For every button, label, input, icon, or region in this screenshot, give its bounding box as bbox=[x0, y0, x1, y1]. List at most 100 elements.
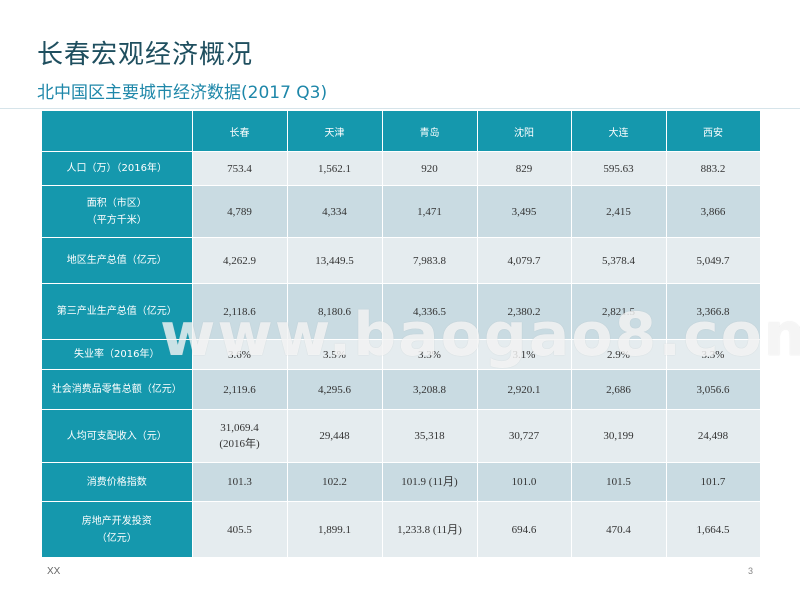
cell-value-line: 1,233.8 (11月) bbox=[397, 523, 462, 536]
table-cell: 2,821.5 bbox=[571, 283, 667, 340]
column-header-city: 长春 bbox=[192, 111, 288, 152]
table-cell: 405.5 bbox=[192, 501, 288, 558]
cell-value-line: 694.6 bbox=[511, 523, 537, 536]
table-cell: 2,119.6 bbox=[192, 369, 288, 410]
row-label-line: 社会消费品零售总额（亿元） bbox=[51, 384, 182, 395]
table-cell: 3,495 bbox=[477, 185, 572, 238]
row-label-line: 面积（市区） bbox=[86, 197, 147, 209]
table-cell: 8,180.6 bbox=[287, 283, 383, 340]
table-cell: 3,208.8 bbox=[382, 369, 478, 410]
cell-value-line: 3,056.6 bbox=[696, 383, 730, 396]
cell-value-line: 2,920.1 bbox=[507, 383, 541, 396]
cell-value-line: 29,448 bbox=[319, 430, 350, 442]
cell-value-line: 470.4 bbox=[606, 523, 631, 536]
cell-value-line: 2.9% bbox=[607, 348, 630, 361]
table-cell: 102.2 bbox=[287, 462, 383, 502]
cell-value-line: 1,664.5 bbox=[696, 523, 730, 536]
row-label-line: 人均可支配收入（元） bbox=[66, 430, 167, 442]
row-label: 消费价格指数 bbox=[42, 462, 193, 502]
table-cell: 753.4 bbox=[192, 151, 288, 186]
footer-label: XX bbox=[47, 566, 61, 577]
row-label: 面积（市区） （平方千米） bbox=[42, 185, 193, 238]
cell-value-line: 405.5 bbox=[227, 523, 252, 536]
table-header-row: 长春 天津 青岛 沈阳 大连 西安 bbox=[42, 111, 761, 152]
page-title: 长春宏观经济概况 bbox=[37, 40, 254, 70]
table-cell: 101.5 bbox=[571, 462, 667, 502]
cell-value-line: 1,471 bbox=[417, 205, 442, 218]
row-label-line: （亿元） bbox=[96, 532, 137, 544]
table-cell: 31,069.4 (2016年) bbox=[192, 409, 288, 463]
table-row: 失业率（2016年） 3.6% 3.5% 3.3% 3.1% 2.9% 3.3% bbox=[42, 339, 761, 370]
cell-value-line: 2,821.5 bbox=[602, 305, 635, 318]
cell-value-line: 4,789 bbox=[227, 205, 252, 218]
cell-value-line: 8,180.6 bbox=[318, 305, 351, 318]
page-subtitle: 北中国区主要城市经济数据(2017 Q3) bbox=[37, 83, 328, 103]
cell-value-line: 3.6% bbox=[228, 348, 251, 361]
cell-value-line: 3,866 bbox=[700, 205, 726, 218]
table-corner-cell bbox=[42, 111, 193, 152]
table-cell: 2.9% bbox=[571, 339, 667, 370]
column-header-city: 大连 bbox=[571, 111, 667, 152]
table-cell: 694.6 bbox=[477, 501, 572, 558]
table-cell: 101.9 (11月) bbox=[382, 462, 478, 502]
table-cell: 1,471 bbox=[382, 185, 478, 238]
cell-value-line: 101.0 bbox=[511, 476, 537, 488]
table-cell: 1,233.8 (11月) bbox=[382, 501, 478, 558]
table-cell: 3,366.8 bbox=[666, 283, 761, 340]
row-label: 失业率（2016年） bbox=[42, 339, 193, 370]
table-cell: 101.3 bbox=[192, 462, 288, 502]
table-cell: 829 bbox=[477, 151, 572, 186]
cell-value-line: 5,378.4 bbox=[602, 254, 635, 267]
table-cell: 5,049.7 bbox=[666, 237, 761, 284]
table-cell: 3.6% bbox=[192, 339, 288, 370]
cell-value-line: 3,495 bbox=[511, 205, 537, 218]
cell-value-line: 3.3% bbox=[701, 348, 725, 361]
cell-value-line: 102.2 bbox=[322, 476, 347, 488]
cell-value-line: 3,208.8 bbox=[413, 383, 446, 396]
table-cell: 1,899.1 bbox=[287, 501, 383, 558]
table-cell: 4,334 bbox=[287, 185, 383, 238]
table-cell: 5,378.4 bbox=[571, 237, 667, 284]
table-cell: 3.1% bbox=[477, 339, 572, 370]
table-cell: 2,686 bbox=[571, 369, 667, 410]
title-divider bbox=[0, 108, 800, 109]
table-row: 面积（市区） （平方千米） 4,789 4,334 1,471 3,495 2,415 3,8… bbox=[42, 185, 761, 238]
row-label: 人口（万）（2016年） bbox=[42, 151, 193, 186]
row-label-line: 人口（万）（2016年） bbox=[66, 163, 167, 174]
table-cell: 4,295.6 bbox=[287, 369, 383, 410]
table-cell: 24,498 bbox=[666, 409, 761, 463]
table-row: 地区生产总值（亿元） 4,262.9 13,449.5 7,983.8 4,079.7 5… bbox=[42, 237, 761, 284]
table-cell: 3.3% bbox=[666, 339, 761, 370]
cell-value-line: 753.4 bbox=[227, 162, 252, 175]
table-cell: 1,664.5 bbox=[666, 501, 761, 558]
table-cell: 1,562.1 bbox=[287, 151, 383, 186]
cell-value-line: 829 bbox=[515, 162, 533, 175]
cell-value-line: 1,899.1 bbox=[318, 523, 351, 536]
column-header-city: 天津 bbox=[287, 111, 383, 152]
row-label-line: 地区生产总值（亿元） bbox=[66, 255, 167, 266]
cell-value-line: 1,562.1 bbox=[318, 162, 351, 175]
table-row: 人口（万）（2016年） 753.4 1,562.1 920 829 595.63 883.… bbox=[42, 151, 761, 186]
cell-value-line: 4,262.9 bbox=[223, 254, 256, 267]
row-label: 第三产业生产总值（亿元） bbox=[42, 283, 193, 340]
cell-value-line: 595.63 bbox=[603, 162, 634, 175]
cell-value-line: 24,498 bbox=[697, 430, 729, 442]
cell-value-line: 101.7 bbox=[700, 476, 726, 488]
table-cell: 3,056.6 bbox=[666, 369, 761, 410]
table-cell: 35,318 bbox=[382, 409, 478, 463]
row-label-line: 第三产业生产总值（亿元） bbox=[56, 306, 177, 317]
table-row: 社会消费品零售总额（亿元） 2,119.6 4,295.6 3,208.8 2,920.… bbox=[42, 369, 761, 410]
table-cell: 920 bbox=[382, 151, 478, 186]
cell-value-line: 920 bbox=[421, 162, 438, 175]
cell-value-line: 13,449.5 bbox=[315, 254, 354, 267]
row-label: 人均可支配收入（元） bbox=[42, 409, 193, 463]
economic-data-table: 长春 天津 青岛 沈阳 大连 西安 人口（万）（2016年） 753.4 1,562… bbox=[42, 111, 761, 558]
cell-value-line: 3,366.8 bbox=[696, 305, 730, 318]
cell-value-line: 3.3% bbox=[418, 348, 441, 361]
cell-value-line: 4,334 bbox=[322, 205, 347, 218]
cell-value-line: 30,727 bbox=[508, 430, 540, 442]
cell-value-line: 101.3 bbox=[227, 476, 252, 488]
row-label-line: 失业率（2016年） bbox=[74, 349, 160, 360]
row-label-line: 房地产开发投资 bbox=[81, 515, 152, 527]
row-label: 房地产开发投资 （亿元） bbox=[42, 501, 193, 558]
